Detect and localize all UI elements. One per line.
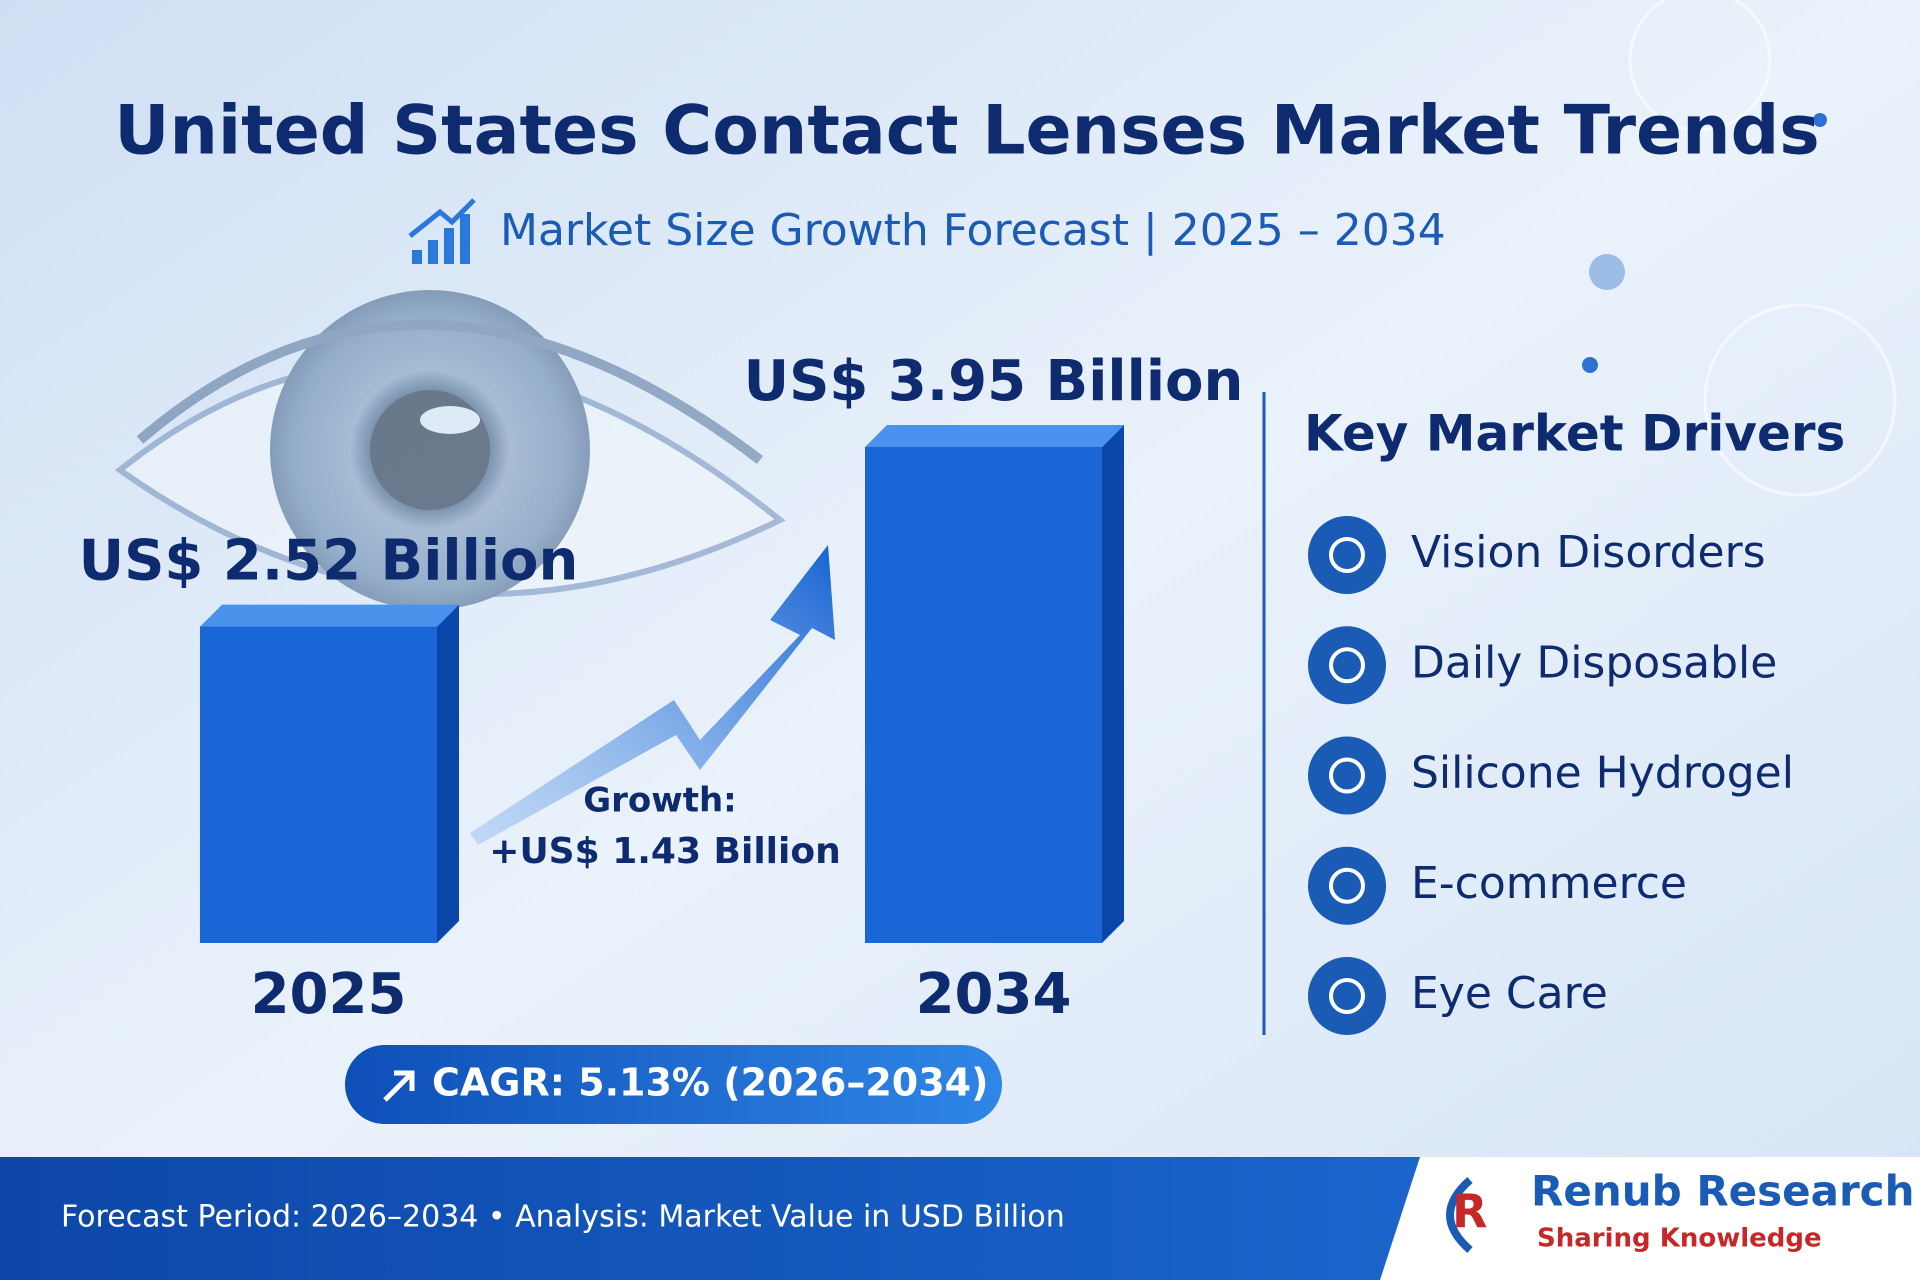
cagr-pill [345, 1045, 1002, 1124]
driver-icon-inner [1329, 867, 1365, 904]
bar-top [865, 425, 1124, 447]
growth-label: Growth: [583, 781, 737, 821]
bubble [1703, 303, 1897, 497]
growth-value: +US$ 1.43 Billion [489, 831, 840, 872]
growth-arrow [470, 545, 835, 845]
driver-icon [1308, 957, 1386, 1035]
dot [1582, 357, 1598, 373]
driver-icon [1308, 626, 1386, 705]
driver-icon [1308, 516, 1386, 594]
bar-top [200, 604, 459, 627]
driver-icon-inner [1329, 757, 1365, 794]
value-label: US$ 2.52 Billion [79, 529, 579, 594]
eye-illustration [115, 290, 786, 610]
driver-label: Eye Care [1411, 968, 1608, 1019]
driver-icon [1308, 846, 1386, 925]
bubble [1628, 0, 1772, 132]
driver-label: E-commerce [1411, 858, 1687, 909]
driver-label: Daily Disposable [1411, 637, 1777, 688]
bar-chart: US$ 2.52 Billion 2025 US$ 3.95 Billion 2034 [79, 349, 1244, 1027]
dot [1589, 254, 1625, 290]
driver-icon-inner [1329, 537, 1365, 573]
bar-side [1102, 425, 1124, 943]
title: United States Contact Lenses Market Tren… [114, 92, 1819, 171]
dot [1813, 113, 1827, 127]
drivers-title: Key Market Drivers [1304, 405, 1845, 463]
bar [200, 626, 437, 943]
driver-icon-inner [1329, 647, 1365, 684]
x-tick-label: 2034 [916, 962, 1072, 1027]
cagr-icon [383, 1070, 415, 1102]
brand-panel [1380, 1157, 1920, 1280]
driver-icon-inner [1329, 978, 1365, 1014]
value-label: US$ 3.95 Billion [744, 349, 1244, 414]
brand-logo [1446, 1176, 1473, 1254]
subtitle: Market Size Growth Forecast | 2025 – 203… [500, 205, 1446, 256]
x-tick-label: 2025 [251, 962, 407, 1027]
bar [865, 447, 1102, 943]
brand-name: Renub Research [1531, 1167, 1914, 1216]
bar-side [437, 604, 459, 943]
driver-label: Vision Disorders [1411, 527, 1766, 578]
brand-tagline: Sharing Knowledge [1537, 1224, 1822, 1254]
drivers-list: Vision Disorders Daily Disposable Silicone… [1308, 516, 1794, 1035]
growth-icon [408, 198, 476, 264]
driver-icon [1308, 736, 1386, 815]
footer-text: Forecast Period: 2026–2034 • Analysis: M… [61, 1200, 1065, 1235]
brand-logo-letter: R [1452, 1185, 1487, 1239]
cagr-label: CAGR: 5.13% (2026–2034) [432, 1061, 989, 1105]
driver-label: Silicone Hydrogel [1411, 748, 1794, 799]
